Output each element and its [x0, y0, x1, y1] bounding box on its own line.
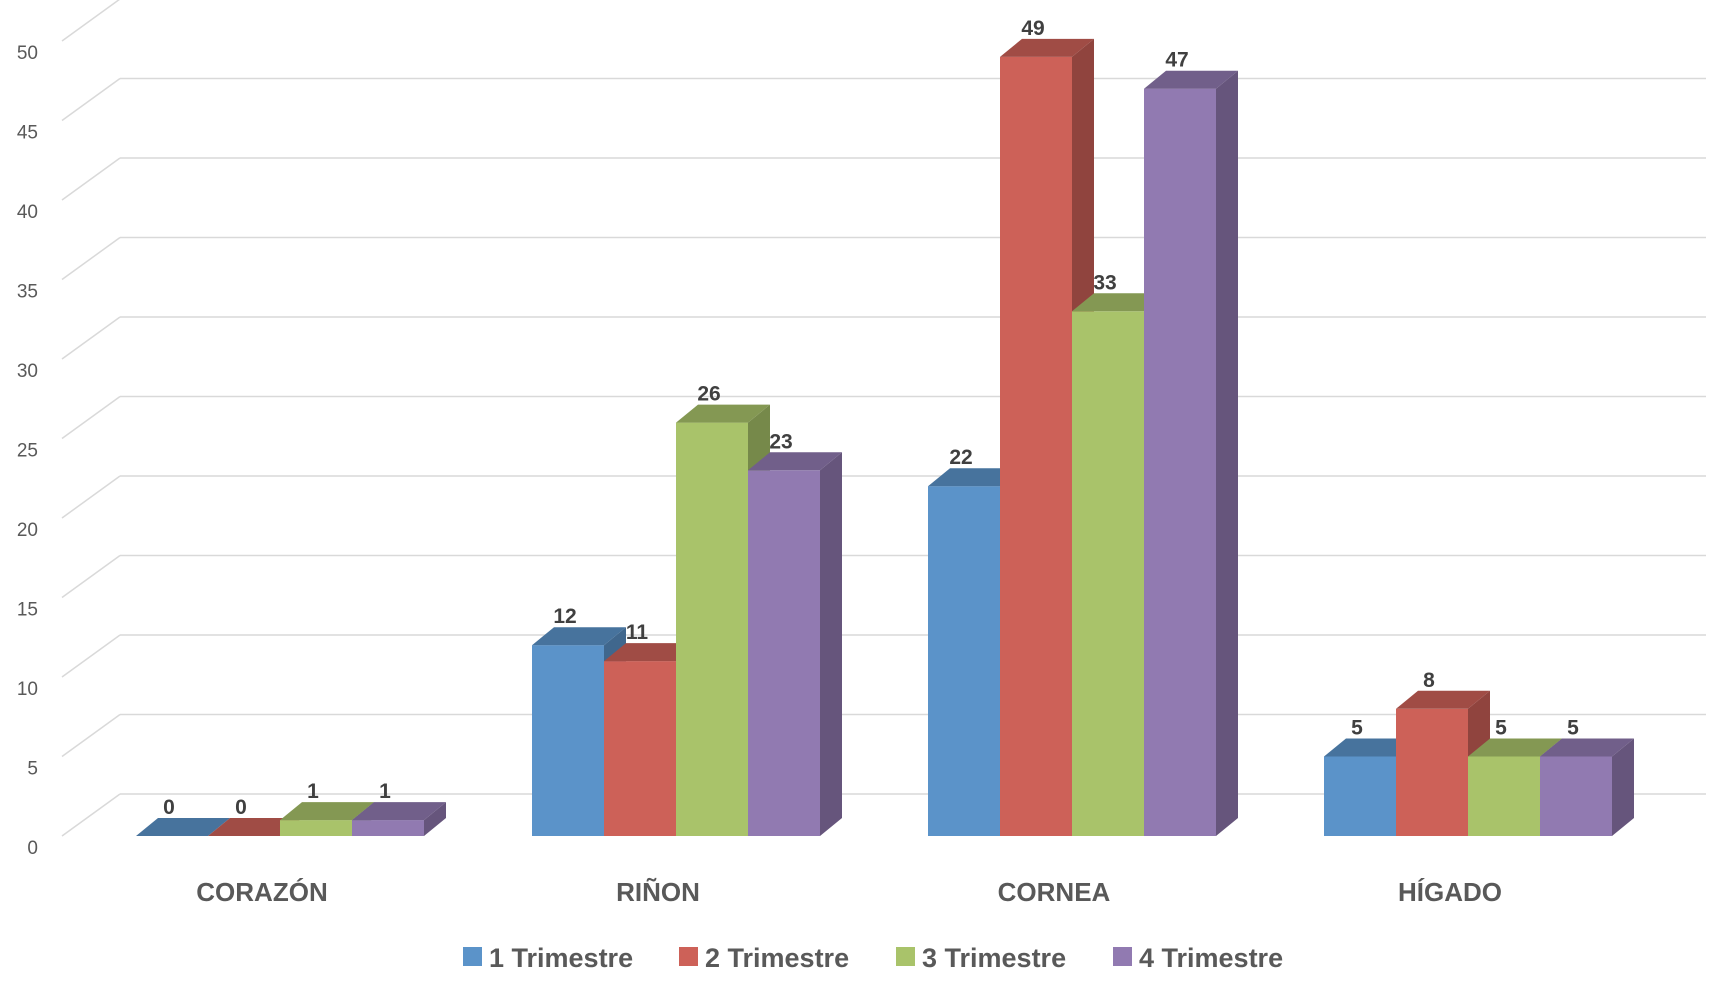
- legend-swatch: [896, 947, 915, 966]
- bar-side: [1216, 70, 1238, 836]
- bar-top: [1396, 690, 1490, 709]
- data-label: 23: [769, 430, 792, 453]
- bar-top: [1000, 38, 1094, 57]
- data-label: 5: [1567, 717, 1579, 740]
- y-tick-label: 30: [17, 361, 38, 382]
- bar-top: [1072, 293, 1166, 312]
- data-label: 12: [553, 605, 576, 628]
- bar-front: [532, 645, 604, 836]
- gridline-side: [61, 793, 121, 837]
- y-tick-label: 45: [17, 123, 38, 144]
- category-label: CORNEA: [998, 877, 1111, 907]
- data-label: 22: [949, 446, 972, 469]
- bar-top: [1540, 738, 1634, 757]
- y-tick-label: 0: [27, 838, 38, 859]
- bar-top: [1144, 70, 1238, 89]
- data-label: 5: [1495, 717, 1507, 740]
- bar-front: [1144, 88, 1216, 836]
- data-label: 5: [1351, 717, 1363, 740]
- data-label: 0: [163, 796, 175, 819]
- gridline-side: [61, 157, 121, 201]
- data-label: 49: [1021, 17, 1044, 40]
- gridline-side: [61, 316, 121, 360]
- gridline-side: [61, 0, 120, 42]
- bar-top: [1324, 738, 1418, 757]
- bar-front: [1468, 756, 1540, 836]
- gridline-side: [61, 395, 121, 440]
- bar-side: [1612, 738, 1634, 836]
- bar-front: [352, 820, 424, 836]
- data-label: 1: [379, 780, 391, 803]
- y-tick-label: 15: [17, 600, 38, 621]
- data-label: 8: [1423, 669, 1435, 692]
- bar-front: [928, 486, 1000, 836]
- bar-front: [748, 470, 820, 836]
- gridline-side: [61, 77, 121, 122]
- bar-top: [1468, 738, 1562, 757]
- bar-top: [136, 818, 230, 836]
- category-label: HÍGADO: [1398, 877, 1502, 907]
- data-label: 11: [626, 621, 649, 644]
- category-label: CORAZÓN: [196, 877, 327, 907]
- bar-front: [676, 422, 748, 836]
- gridline-side: [61, 713, 121, 758]
- legend-label: 1 Trimestre: [489, 943, 633, 973]
- y-tick-label: 35: [17, 282, 38, 303]
- bar-top: [352, 802, 446, 821]
- legend-swatch: [679, 947, 698, 966]
- legend-swatch: [463, 947, 482, 966]
- bar-top: [676, 404, 770, 423]
- y-tick-label: 10: [17, 679, 38, 700]
- y-tick-label: 40: [17, 202, 38, 223]
- bar-top: [280, 802, 374, 821]
- bar-front: [1324, 756, 1396, 836]
- bar-top: [928, 468, 1022, 487]
- y-tick-label: 20: [17, 520, 38, 541]
- bar-top: [532, 627, 626, 646]
- legend-label: 2 Trimestre: [705, 943, 849, 973]
- bar-front: [1396, 708, 1468, 836]
- y-tick-label: 25: [17, 441, 38, 462]
- bar-front: [1000, 56, 1072, 836]
- legend-label: 4 Trimestre: [1139, 943, 1283, 973]
- data-label: 0: [235, 796, 247, 819]
- gridline-side: [61, 475, 121, 519]
- bar-front: [280, 820, 352, 836]
- bar-top: [604, 643, 698, 662]
- bar-top: [208, 818, 302, 836]
- bar-front: [1072, 311, 1144, 836]
- data-label: 26: [697, 383, 720, 406]
- category-label: RIÑON: [616, 877, 700, 907]
- bar-top: [748, 452, 842, 471]
- data-label: 1: [307, 780, 319, 803]
- bar-side: [820, 452, 842, 836]
- bar-side: [424, 802, 446, 836]
- gridline-side: [61, 554, 121, 599]
- legend-swatch: [1113, 947, 1132, 966]
- data-label: 33: [1093, 271, 1116, 294]
- data-label: 47: [1165, 49, 1188, 72]
- legend-label: 3 Trimestre: [922, 943, 1066, 973]
- y-tick-label: 50: [17, 43, 38, 64]
- gridline-side: [61, 236, 121, 281]
- y-tick-label: 5: [27, 759, 38, 780]
- bar-front: [604, 661, 676, 836]
- bar-front: [1540, 756, 1612, 836]
- gridline-side: [61, 634, 121, 678]
